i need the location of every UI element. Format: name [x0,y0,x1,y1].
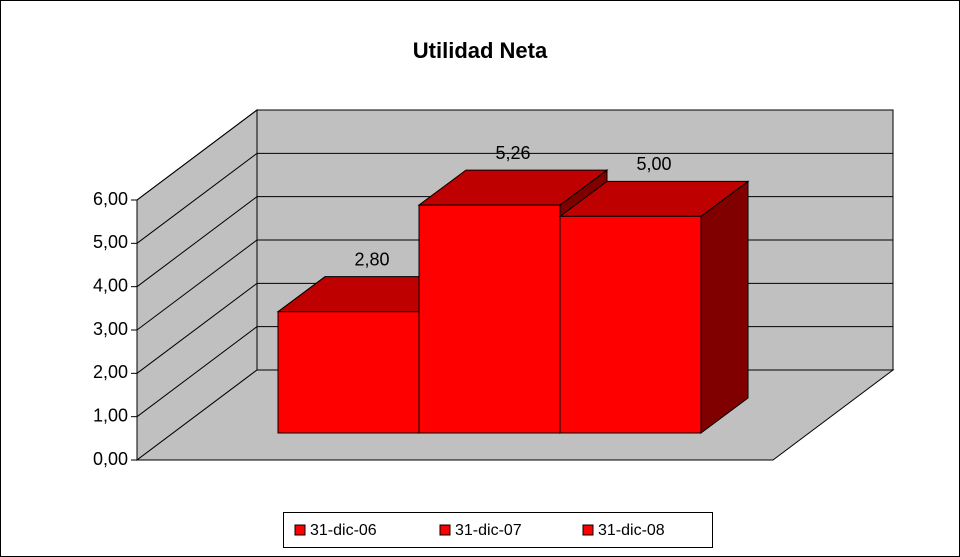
grid-line [136,152,893,244]
y-tick-label: 6,00 [93,189,128,209]
legend-swatch [439,524,451,536]
data-label: 5,00 [636,154,671,174]
legend-label: 31-dic-08 [598,522,665,539]
legend-swatch [294,524,306,536]
bar-side [700,180,749,434]
y-tick-label: 3,00 [93,319,128,339]
bar [277,311,420,434]
chart-title: Utilidad Neta [413,38,548,63]
y-tick-label: 5,00 [93,232,128,252]
legend-label: 31-dic-06 [310,522,377,539]
legend-swatch [582,524,594,536]
bar [559,215,702,434]
grid-line [136,109,893,201]
legend [283,512,713,548]
data-label: 2,80 [354,249,389,269]
y-tick-label: 2,00 [93,362,128,382]
y-tick-label: 4,00 [93,275,128,295]
y-tick-label: 1,00 [93,405,128,425]
data-label: 5,26 [495,143,530,163]
legend-label: 31-dic-07 [455,522,522,539]
y-tick-label: 0,00 [93,449,128,469]
bar [418,204,561,434]
